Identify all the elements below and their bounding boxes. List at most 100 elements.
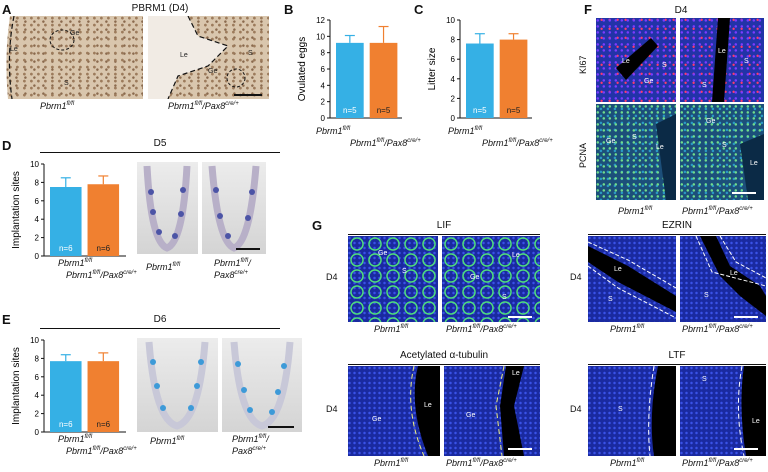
genotype-ctrl: Pbrm1fl/fl xyxy=(448,126,483,136)
genotype-ko-line1: Pbrm1fl/fl/ xyxy=(214,258,251,268)
g-tubulin-ko: Le Ge xyxy=(444,366,540,456)
y-tick-label: 0 xyxy=(35,252,40,261)
genotype-ko-line1: Pbrm1fl/fl/ xyxy=(232,434,269,444)
g-ltf-ctrl: S xyxy=(588,366,676,456)
genotype-ko: Pbrm1fl/fl/Pax8cre/+ xyxy=(168,101,239,111)
y-tick-label: 10 xyxy=(316,32,325,41)
y-tick-label: 4 xyxy=(451,75,456,84)
genotype-ko: Pbrm1fl/fl/Pax8cre/+ xyxy=(446,458,517,468)
genotype-ko: Pbrm1fl/fl/Pax8cre/+ xyxy=(682,206,753,216)
panel-e-day: D6 xyxy=(153,314,167,325)
label-le: Le xyxy=(180,52,188,59)
g-lif-day: D4 xyxy=(326,272,338,282)
genotype-ctrl: Pbrm1fl/fl xyxy=(146,262,181,272)
n-label: n=5 xyxy=(343,106,357,115)
genotype-ctrl: Pbrm1fl/fl xyxy=(610,458,645,468)
n-label: n=5 xyxy=(507,106,521,115)
y-axis-label: Litter size xyxy=(427,47,438,90)
panel-a-title: PBRM1 (D4) xyxy=(131,3,189,14)
genotype-ko: Pbrm1fl/fl/Pax8cre/+ xyxy=(482,138,553,148)
f-pcna-ko: Ge S Le xyxy=(680,104,764,200)
g-lif-title: LIF xyxy=(436,220,452,231)
row-label-ki67: KI67 xyxy=(578,55,588,74)
e-uterus-ctrl xyxy=(137,338,218,432)
panel-a-image-control: Le Ge S xyxy=(2,16,143,99)
y-tick-label: 6 xyxy=(35,197,40,206)
genotype-ko: Pbrm1fl/fl/Pax8cre/+ xyxy=(682,324,753,334)
genotype-ko: Pbrm1fl/fl/Pax8cre/+ xyxy=(682,458,753,468)
d-uterus-ctrl xyxy=(137,162,198,254)
panel-f-day: D4 xyxy=(674,5,688,16)
label-ge: Ge xyxy=(208,68,218,75)
g-ltf-title: LTF xyxy=(668,350,686,361)
genotype-ctrl: Pbrm1fl/fl xyxy=(150,436,185,446)
chart-d: Implantation sites 0 2 4 6 8 10 n=6 n=6 xyxy=(11,160,126,261)
n-label: n=6 xyxy=(97,244,111,253)
y-tick-label: 0 xyxy=(321,114,326,123)
y-tick-label: 10 xyxy=(30,160,39,169)
label-s: S xyxy=(64,80,69,87)
genotype-ko: Pbrm1fl/fl/Pax8cre/+ xyxy=(66,270,137,280)
genotype-ctrl: Pbrm1fl/fl xyxy=(58,258,93,268)
genotype-ko: Pbrm1fl/fl/Pax8cre/+ xyxy=(446,324,517,334)
y-tick-label: 4 xyxy=(35,215,40,224)
genotype-ctrl: Pbrm1fl/fl xyxy=(610,324,645,334)
label-le: Le xyxy=(10,46,18,53)
y-tick-label: 2 xyxy=(451,94,456,103)
panel-e-label: E xyxy=(2,312,11,327)
g-ltf-ko: S Le xyxy=(680,366,766,456)
panel-c-label: C xyxy=(414,2,424,17)
y-tick-label: 8 xyxy=(35,354,40,363)
g-ezrin-ctrl: Le S xyxy=(588,236,676,322)
g-ltf-day: D4 xyxy=(570,404,582,414)
y-tick-label: 6 xyxy=(35,373,40,382)
genotype-ko-line2: Pax8cre/+ xyxy=(232,446,267,456)
e-uterus-ko xyxy=(222,338,302,432)
f-ki67-ctrl: Le Ge S xyxy=(596,18,676,102)
g-tubulin-day: D4 xyxy=(326,404,338,414)
y-tick-label: 8 xyxy=(321,49,326,58)
genotype-ctrl: Pbrm1fl/fl xyxy=(316,126,351,136)
genotype-ctrl: Pbrm1fl/fl xyxy=(40,101,75,111)
bar-control xyxy=(466,43,494,118)
genotype-ko: Pbrm1fl/fl/Pax8cre/+ xyxy=(350,138,421,148)
g-lif-ko: Le Ge S xyxy=(442,236,540,322)
genotype-ko: Pbrm1fl/fl/Pax8cre/+ xyxy=(66,446,137,456)
n-label: n=6 xyxy=(59,244,73,253)
panel-g-label: G xyxy=(312,218,323,233)
genotype-ctrl: Pbrm1fl/fl xyxy=(618,206,653,216)
y-tick-label: 6 xyxy=(451,55,456,64)
chart-e: Implantation sites 0 2 4 6 8 10 n=6 n=6 xyxy=(11,336,126,437)
y-axis-label: Implantation sites xyxy=(11,171,22,249)
g-tubulin-ctrl: Ge Le xyxy=(348,366,440,456)
y-tick-label: 2 xyxy=(35,234,40,243)
genotype-ctrl: Pbrm1fl/fl xyxy=(374,458,409,468)
label-ge: Ge xyxy=(70,30,80,37)
y-tick-label: 10 xyxy=(446,16,455,25)
y-axis-label: Ovulated eggs xyxy=(297,37,308,102)
n-label: n=5 xyxy=(377,106,391,115)
g-ezrin-title: EZRIN xyxy=(662,220,692,231)
row-label-pcna: PCNA xyxy=(578,142,588,168)
panel-d-label: D xyxy=(2,138,12,153)
n-label: n=5 xyxy=(473,106,487,115)
g-ezrin-ko: Le S xyxy=(680,236,766,322)
genotype-ctrl: Pbrm1fl/fl xyxy=(374,324,409,334)
chart-c: Litter size 0 2 4 6 8 10 n=5 n=5 xyxy=(427,16,532,123)
g-tubulin-title: Acetylated α-tubulin xyxy=(399,350,489,361)
label-s: S xyxy=(248,50,253,57)
y-tick-label: 6 xyxy=(321,65,326,74)
genotype-ctrl: Pbrm1fl/fl xyxy=(58,434,93,444)
y-tick-label: 0 xyxy=(451,114,456,123)
bar-knockout xyxy=(499,39,528,118)
panel-d-day: D5 xyxy=(153,138,167,149)
panel-b-label: B xyxy=(284,2,294,17)
y-tick-label: 2 xyxy=(35,410,40,419)
y-tick-label: 0 xyxy=(35,428,40,437)
y-tick-label: 12 xyxy=(316,16,325,25)
n-label: n=6 xyxy=(59,420,73,429)
n-label: n=6 xyxy=(97,420,111,429)
y-tick-label: 10 xyxy=(30,336,39,345)
g-ezrin-day: D4 xyxy=(570,272,582,282)
bar-knockout xyxy=(87,184,120,256)
